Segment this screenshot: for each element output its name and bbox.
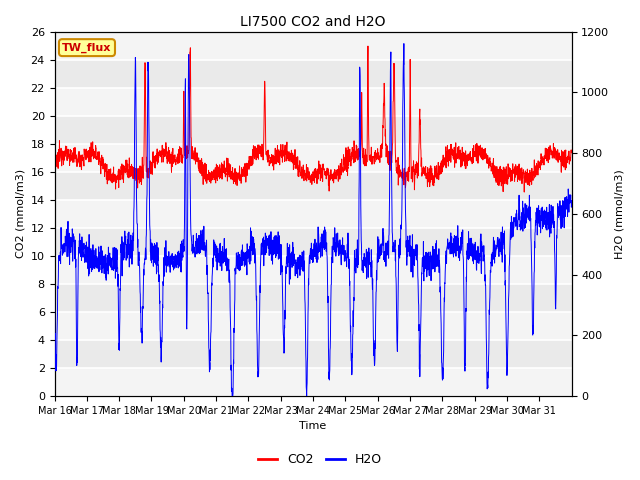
Bar <box>54 172 572 200</box>
Title: LI7500 CO2 and H2O: LI7500 CO2 and H2O <box>240 15 386 29</box>
Bar <box>54 144 572 172</box>
Bar <box>54 312 572 340</box>
Bar <box>54 116 572 144</box>
Text: TW_flux: TW_flux <box>62 43 111 53</box>
Bar <box>54 60 572 88</box>
X-axis label: Time: Time <box>300 421 326 432</box>
Y-axis label: H2O (mmol/m3): H2O (mmol/m3) <box>615 169 625 259</box>
Y-axis label: CO2 (mmol/m3): CO2 (mmol/m3) <box>15 169 25 258</box>
Bar <box>54 88 572 116</box>
Bar <box>54 256 572 284</box>
Bar <box>54 200 572 228</box>
Bar <box>54 32 572 60</box>
Bar <box>54 228 572 256</box>
Bar <box>54 368 572 396</box>
Bar <box>54 340 572 368</box>
Bar <box>54 284 572 312</box>
Legend: CO2, H2O: CO2, H2O <box>253 448 387 471</box>
